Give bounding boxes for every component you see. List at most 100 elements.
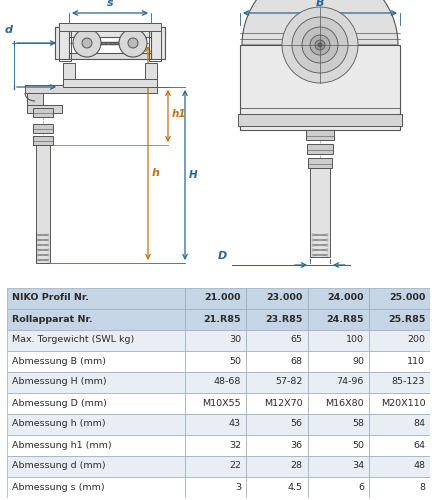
Circle shape — [282, 7, 358, 83]
Circle shape — [119, 29, 147, 57]
Bar — [151, 27, 165, 59]
Text: 48: 48 — [413, 462, 425, 470]
Text: D: D — [217, 251, 227, 261]
Text: 4.5: 4.5 — [288, 482, 302, 492]
Text: 8: 8 — [420, 482, 425, 492]
Bar — [310, 168, 330, 257]
Bar — [308, 330, 369, 350]
Bar — [184, 476, 246, 498]
Text: h: h — [152, 168, 160, 178]
Bar — [63, 79, 157, 87]
Bar — [369, 308, 430, 330]
Bar — [184, 288, 246, 308]
Bar — [184, 414, 246, 434]
Bar — [55, 27, 69, 59]
Text: M10X55: M10X55 — [202, 398, 241, 407]
Bar — [25, 85, 157, 93]
Text: 22: 22 — [229, 462, 241, 470]
Text: 200: 200 — [407, 336, 425, 344]
Bar — [369, 288, 430, 308]
Text: Abmessung H (mm): Abmessung H (mm) — [12, 378, 106, 386]
Bar — [306, 130, 334, 140]
Bar — [238, 114, 402, 126]
Text: 24.000: 24.000 — [327, 294, 364, 302]
Bar — [184, 372, 246, 392]
Bar — [308, 392, 369, 413]
Text: 21.000: 21.000 — [205, 294, 241, 302]
Text: 100: 100 — [346, 336, 364, 344]
Text: 64: 64 — [413, 440, 425, 450]
Bar — [33, 124, 53, 133]
Text: Abmessung s (mm): Abmessung s (mm) — [12, 482, 104, 492]
Bar — [369, 456, 430, 476]
Bar — [369, 372, 430, 392]
Bar — [184, 330, 246, 350]
Text: 25.000: 25.000 — [389, 294, 425, 302]
Text: Abmessung d (mm): Abmessung d (mm) — [12, 462, 105, 470]
Bar — [246, 308, 308, 330]
Text: 68: 68 — [291, 356, 302, 366]
Text: 74-96: 74-96 — [336, 378, 364, 386]
Text: 36: 36 — [290, 440, 302, 450]
Bar — [184, 434, 246, 456]
Text: Abmessung h1 (mm): Abmessung h1 (mm) — [12, 440, 111, 450]
Circle shape — [318, 43, 322, 47]
Text: 23.R85: 23.R85 — [265, 314, 302, 324]
Text: 48-68: 48-68 — [214, 378, 241, 386]
Bar — [63, 63, 75, 79]
Bar — [246, 456, 308, 476]
Bar — [184, 308, 246, 330]
Bar — [369, 476, 430, 498]
Circle shape — [128, 38, 138, 48]
Circle shape — [310, 35, 330, 55]
Bar — [369, 350, 430, 372]
Circle shape — [302, 27, 338, 63]
Bar — [369, 392, 430, 413]
Text: d: d — [5, 25, 13, 35]
Text: 28: 28 — [291, 462, 302, 470]
Text: 43: 43 — [229, 420, 241, 428]
Bar — [246, 434, 308, 456]
Text: h1: h1 — [172, 109, 187, 119]
Text: 25.R85: 25.R85 — [388, 314, 425, 324]
Text: 30: 30 — [229, 336, 241, 344]
Text: Abmessung D (mm): Abmessung D (mm) — [12, 398, 107, 407]
Bar — [69, 53, 151, 59]
Text: s: s — [107, 0, 113, 8]
Bar — [36, 145, 50, 263]
Circle shape — [73, 29, 101, 57]
Bar — [308, 434, 369, 456]
Text: Abmessung B (mm): Abmessung B (mm) — [12, 356, 106, 366]
Bar — [369, 434, 430, 456]
Text: M12X70: M12X70 — [264, 398, 302, 407]
Text: 32: 32 — [229, 440, 241, 450]
Text: 3: 3 — [235, 482, 241, 492]
Bar — [308, 476, 369, 498]
Text: 6: 6 — [358, 482, 364, 492]
Text: H: H — [189, 170, 198, 180]
Text: M20X110: M20X110 — [381, 398, 425, 407]
Bar — [184, 350, 246, 372]
Bar — [308, 308, 369, 330]
Bar — [308, 350, 369, 372]
Bar — [145, 63, 157, 79]
Bar — [308, 414, 369, 434]
Text: 57-82: 57-82 — [275, 378, 302, 386]
Text: NIKO Profil Nr.: NIKO Profil Nr. — [12, 294, 89, 302]
Text: 85-123: 85-123 — [392, 378, 425, 386]
Text: M16X80: M16X80 — [325, 398, 364, 407]
Bar — [55, 27, 165, 37]
Bar — [59, 23, 161, 31]
Bar — [246, 330, 308, 350]
Bar — [369, 414, 430, 434]
Bar — [7, 308, 184, 330]
Bar — [7, 350, 184, 372]
Text: 50: 50 — [229, 356, 241, 366]
Circle shape — [292, 17, 348, 73]
Bar — [7, 330, 184, 350]
Text: 65: 65 — [291, 336, 302, 344]
Text: 21.R85: 21.R85 — [204, 314, 241, 324]
Circle shape — [82, 38, 92, 48]
Bar — [308, 288, 369, 308]
Text: Max. Torgewicht (SWL kg): Max. Torgewicht (SWL kg) — [12, 336, 134, 344]
